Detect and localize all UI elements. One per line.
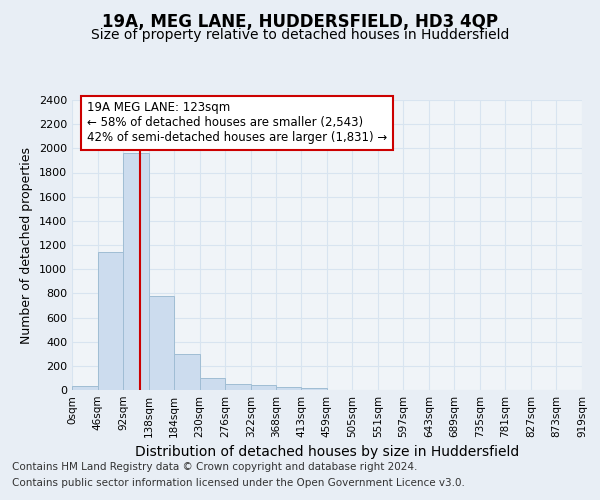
- Text: Size of property relative to detached houses in Huddersfield: Size of property relative to detached ho…: [91, 28, 509, 42]
- Bar: [225, 384, 251, 390]
- Bar: [251, 386, 276, 390]
- Text: 19A, MEG LANE, HUDDERSFIELD, HD3 4QP: 19A, MEG LANE, HUDDERSFIELD, HD3 4QP: [102, 12, 498, 30]
- Bar: [72, 386, 98, 390]
- Text: 19A MEG LANE: 123sqm
← 58% of detached houses are smaller (2,543)
42% of semi-de: 19A MEG LANE: 123sqm ← 58% of detached h…: [88, 102, 388, 144]
- Bar: [98, 252, 123, 390]
- Bar: [200, 378, 225, 390]
- Bar: [276, 387, 301, 390]
- X-axis label: Distribution of detached houses by size in Huddersfield: Distribution of detached houses by size …: [135, 446, 519, 460]
- Bar: [149, 296, 174, 390]
- Y-axis label: Number of detached properties: Number of detached properties: [20, 146, 34, 344]
- Bar: [301, 388, 327, 390]
- Text: Contains public sector information licensed under the Open Government Licence v3: Contains public sector information licen…: [12, 478, 465, 488]
- Text: Contains HM Land Registry data © Crown copyright and database right 2024.: Contains HM Land Registry data © Crown c…: [12, 462, 418, 472]
- Bar: [123, 153, 149, 390]
- Bar: [174, 354, 200, 390]
